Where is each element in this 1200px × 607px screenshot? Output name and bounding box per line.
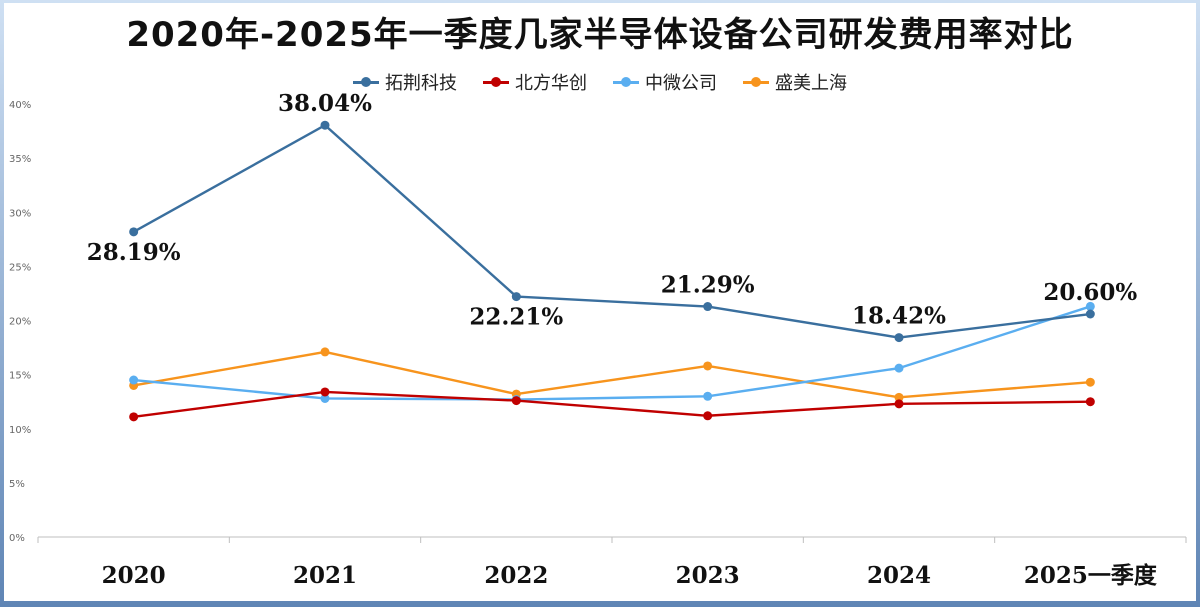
data-point-1 <box>703 302 713 312</box>
data-point-4 <box>1085 377 1095 387</box>
legend-item-3[interactable]: 中微公司 <box>613 69 717 95</box>
y-tick-label: 15% <box>9 371 31 382</box>
legend-swatch-2 <box>483 75 509 89</box>
data-point-3 <box>320 393 330 403</box>
data-point-2 <box>129 412 139 422</box>
data-point-1 <box>129 227 139 237</box>
series-line-3 <box>133 305 1091 401</box>
y-tick-label: 5% <box>9 479 25 490</box>
legend-label-3: 中微公司 <box>645 73 717 94</box>
data-label: 21.29% <box>661 272 755 299</box>
data-label: 38.04% <box>278 90 372 117</box>
data-point-2 <box>320 387 330 397</box>
data-label: 20.60% <box>1043 279 1137 306</box>
chart-title: 2020年-2025年一季度几家半导体设备公司研发费用率对比 <box>126 15 1074 55</box>
data-point-3 <box>1085 301 1095 311</box>
legend-swatch-4 <box>743 75 769 89</box>
legend-item-4[interactable]: 盛美上海 <box>743 69 847 95</box>
data-point-4 <box>894 392 904 402</box>
series-line-2 <box>133 390 1091 419</box>
data-label: 18.42% <box>852 303 946 330</box>
legend-item-1[interactable]: 拓荆科技 <box>353 69 457 95</box>
y-tick-label: 35% <box>9 154 31 165</box>
series-line-4 <box>133 350 1091 399</box>
y-tick-label: 25% <box>9 262 31 273</box>
data-point-2 <box>703 411 713 421</box>
data-point-2 <box>511 396 521 406</box>
x-tick-label: 2020 <box>102 562 166 589</box>
y-tick-label: 40% <box>9 100 31 111</box>
data-point-1 <box>894 333 904 343</box>
plot-area: 0% 5% 10% 15% 20% 25% 30% 35% 40% 2020 2021 2022 202… <box>9 90 1187 589</box>
y-tick-label: 10% <box>9 425 31 436</box>
y-tick-label: 30% <box>9 208 31 219</box>
x-tick-label: 2025一季度 <box>1024 562 1158 589</box>
data-point-4 <box>320 347 330 357</box>
chart-frame: 2020年-2025年一季度几家半导体设备公司研发费用率对比 拓荆科技 北方华创… <box>4 3 1196 601</box>
y-tick-label: 20% <box>9 317 31 328</box>
data-point-2 <box>894 399 904 409</box>
data-point-4 <box>703 361 713 371</box>
x-tick-label: 2022 <box>484 562 548 589</box>
data-label: 28.19% <box>87 239 181 266</box>
x-tick-label: 2024 <box>867 562 931 589</box>
legend-label-1: 拓荆科技 <box>385 73 457 94</box>
data-point-1 <box>320 120 330 130</box>
data-point-3 <box>129 375 139 385</box>
legend-swatch-3 <box>613 75 639 89</box>
legend-item-2[interactable]: 北方华创 <box>483 69 587 95</box>
data-point-2 <box>1085 397 1095 407</box>
legend-label-4: 盛美上海 <box>775 73 847 94</box>
data-point-1 <box>1085 309 1095 319</box>
legend: 拓荆科技 北方华创 中微公司 盛美上海 <box>4 69 1196 95</box>
data-point-3 <box>894 363 904 373</box>
x-tick-label: 2023 <box>676 562 740 589</box>
data-point-1 <box>511 292 521 302</box>
series-line-1 <box>133 124 1091 339</box>
legend-label-2: 北方华创 <box>515 73 587 94</box>
y-tick-label: 0% <box>9 533 25 544</box>
data-label: 22.21% <box>469 304 563 331</box>
x-tick-label: 2021 <box>293 562 357 589</box>
data-point-3 <box>703 391 713 401</box>
legend-swatch-1 <box>353 75 379 89</box>
